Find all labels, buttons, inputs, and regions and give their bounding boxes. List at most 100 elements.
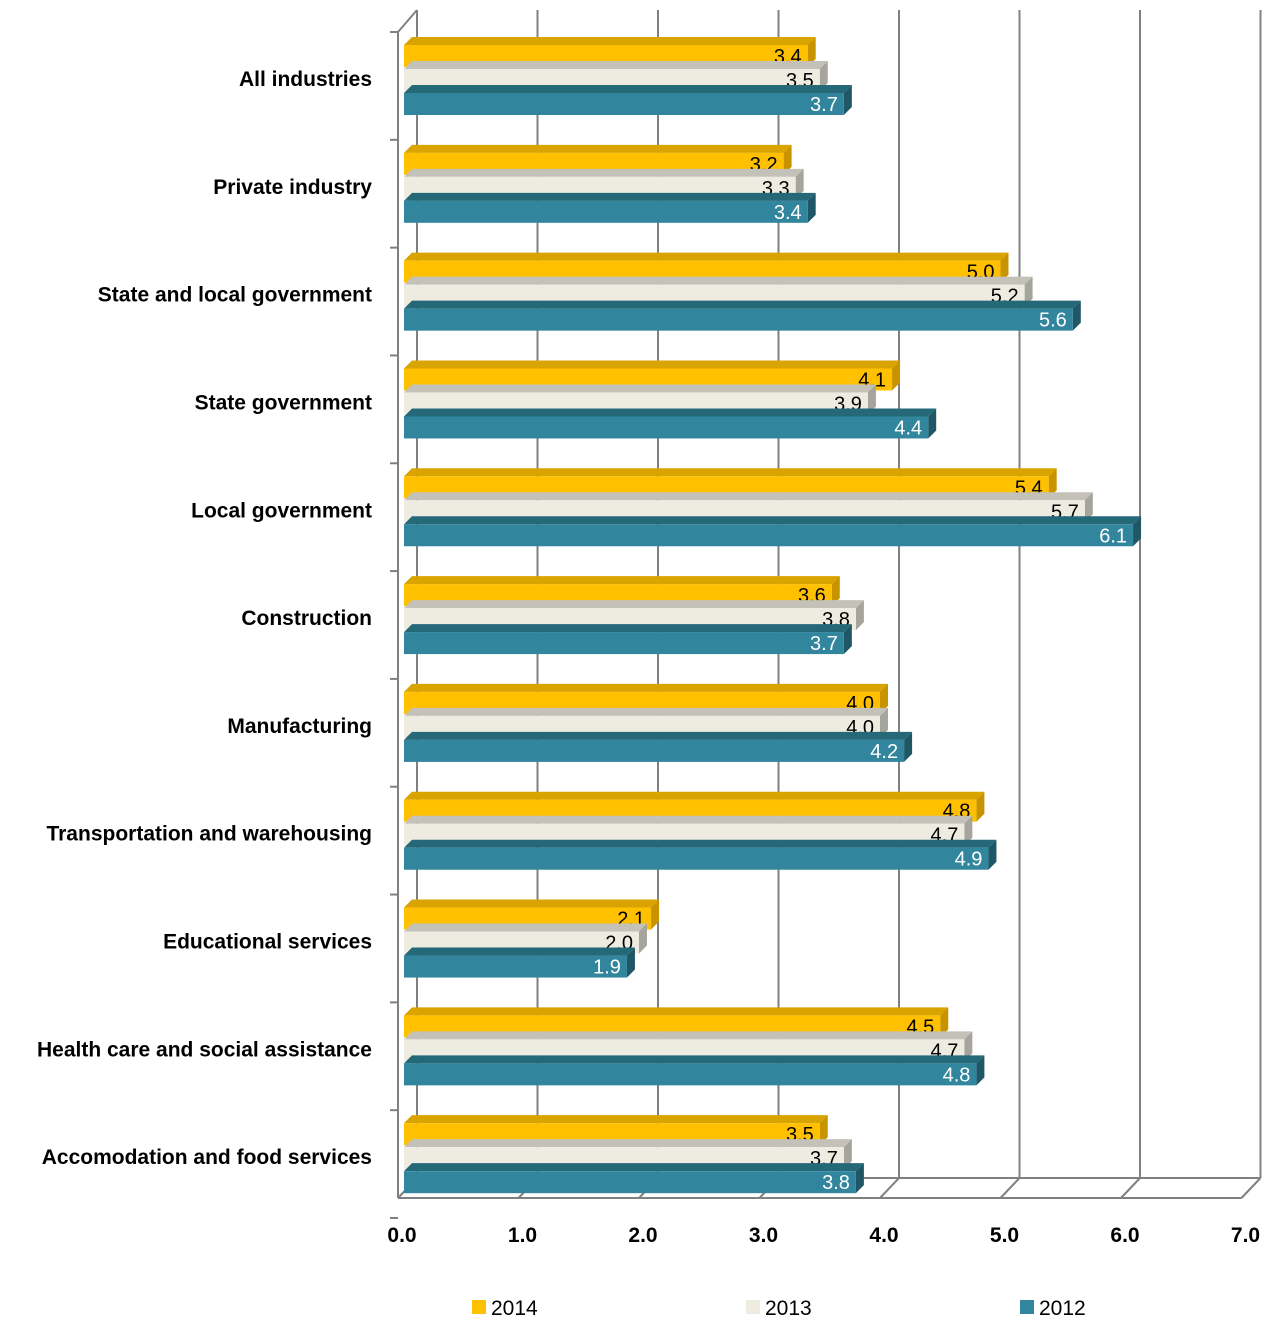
category-label: Local government [191, 499, 372, 522]
bar-side [843, 1139, 852, 1170]
bar-top [404, 791, 985, 800]
category-label: State government [195, 391, 372, 414]
gridline-floor [879, 1177, 900, 1199]
bar [404, 524, 1134, 547]
bar-side [1024, 276, 1033, 307]
bar-side [807, 192, 816, 223]
bar-top [404, 144, 792, 153]
bar-top [404, 683, 888, 692]
category-label: Accomodation and food services [42, 1146, 372, 1169]
x-tick-label: 0.0 [387, 1224, 416, 1247]
category-label: Construction [241, 607, 372, 630]
bar-side [626, 947, 635, 978]
bar-side [928, 408, 937, 439]
gridline-floor [1120, 1177, 1141, 1199]
bar-top [404, 1115, 828, 1124]
bar-side [1048, 468, 1057, 499]
x-tick-label: 6.0 [1110, 1224, 1139, 1247]
bar-side [639, 923, 647, 954]
bar-side [976, 1055, 985, 1086]
bar-side [1000, 252, 1009, 283]
bar-side [880, 707, 888, 738]
bar-side [819, 1115, 828, 1146]
bar-top [404, 276, 1033, 285]
bar-top [404, 516, 1142, 525]
bar-top [404, 839, 997, 848]
bar [404, 416, 929, 439]
bar-top [404, 360, 901, 369]
bar-side [904, 731, 913, 762]
bar-side [783, 144, 792, 175]
bar-side [964, 1031, 973, 1062]
x-tick-label: 3.0 [749, 1224, 778, 1247]
bar [404, 632, 844, 655]
bar-side [880, 683, 888, 714]
bar [404, 847, 989, 870]
legend-label: 2013 [765, 1297, 812, 1320]
bar [404, 1171, 856, 1194]
legend-swatch [1020, 1300, 1034, 1314]
bar-top [404, 947, 635, 956]
data-label: 4.9 [955, 849, 983, 871]
data-label: 3.8 [822, 1172, 850, 1194]
bar-top [404, 624, 852, 633]
x-tick-label: 5.0 [990, 1224, 1019, 1247]
bar-side [892, 360, 901, 391]
data-label: 4.4 [894, 417, 922, 439]
x-tick-label: 4.0 [869, 1224, 898, 1247]
data-label: 5.6 [1039, 310, 1067, 332]
bar-top [404, 731, 913, 740]
bar-top [404, 168, 804, 177]
legend-label: 2014 [491, 1297, 538, 1320]
bar [404, 308, 1073, 331]
bar-side [1084, 492, 1093, 523]
data-label: 3.7 [810, 633, 838, 655]
x-tick-label: 1.0 [508, 1224, 537, 1247]
bar-side [1133, 516, 1142, 547]
bar-side [795, 168, 804, 199]
bar-top [404, 408, 937, 417]
bar-side [819, 61, 828, 91]
gridline-floor [1240, 1177, 1262, 1199]
category-labels: All industries Private industry State and … [37, 68, 372, 1169]
bar-top [404, 707, 888, 716]
bar [404, 739, 905, 762]
bar-top [404, 1139, 852, 1148]
bar-top [404, 192, 816, 201]
bar-top [404, 37, 816, 45]
bar-top [404, 1031, 973, 1040]
bar [404, 200, 808, 223]
bar-side [964, 815, 973, 846]
category-label: Educational services [163, 931, 372, 954]
data-label: 6.1 [1099, 525, 1127, 547]
category-label: Manufacturing [227, 715, 372, 738]
bar-side [867, 384, 876, 415]
bar-top [404, 85, 852, 93]
bar [404, 93, 844, 115]
bar-side [843, 85, 852, 115]
data-label: 4.8 [943, 1064, 971, 1086]
category-label: State and local government [98, 284, 372, 307]
category-label: Transportation and warehousing [46, 823, 372, 846]
bar-side [843, 624, 852, 655]
bar-side [831, 576, 840, 607]
category-label: Health care and social assistance [37, 1038, 372, 1061]
data-label: 3.7 [810, 94, 838, 116]
bar-top [404, 815, 973, 824]
x-tick-label: 2.0 [628, 1224, 657, 1247]
bar [404, 1063, 977, 1086]
data-label: 3.4 [774, 202, 802, 224]
bar-top [404, 492, 1093, 501]
legend-swatch [472, 1300, 486, 1314]
legend: 2014 2013 2012 [472, 1297, 1086, 1320]
bars: 3.43.53.73.23.33.45.05.25.64.13.94.45.45… [404, 37, 1142, 1194]
bar-side [855, 600, 864, 631]
bar-side [651, 899, 660, 930]
bar-side [988, 839, 997, 870]
bar-top [404, 384, 876, 393]
legend-swatch [746, 1300, 760, 1314]
x-tick-label: 7.0 [1231, 1224, 1260, 1247]
bar-top [404, 600, 864, 609]
data-label: 1.9 [593, 957, 621, 979]
